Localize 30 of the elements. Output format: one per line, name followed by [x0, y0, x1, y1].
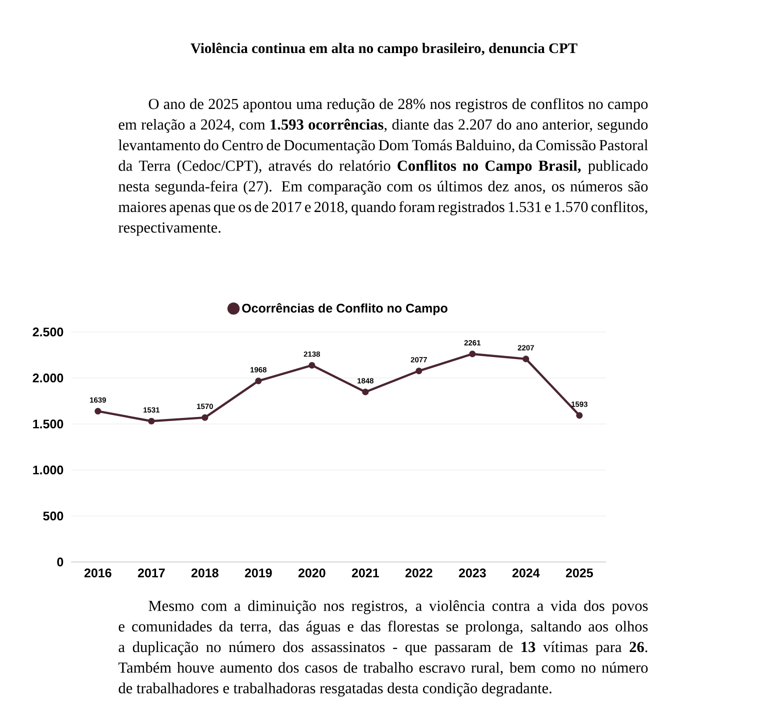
point	[522, 356, 530, 362]
point	[576, 412, 583, 419]
point	[416, 368, 422, 374]
y-tick-label: 500	[43, 512, 64, 520]
x-tick-label: 2020	[298, 568, 326, 578]
point	[469, 350, 476, 358]
y-tick-label: 2.000	[32, 374, 64, 382]
chart-title: Violência continua em alta no campo brasileiro, denuncia CPT	[190, 42, 578, 56]
x-tick-label: 2016	[84, 568, 112, 578]
y-tick-label: 0	[57, 558, 64, 566]
point	[202, 414, 208, 421]
x-tick-label: 2024	[512, 568, 540, 578]
text: O ano de 2025 apontou uma redução de 28% nos registros de conflitos no campo em relação a 2024, com 1.593 ocorrências, diante das 2.207 do ano anterior, segundo levantamento do Centro de Documentação Dom Tomás Balduino, da Comissão Pastoral da Terra (Cedoc/CPT), através do relatório Conflitos no Campo Brasil, publicado nesta segunda-feira (27). Em comparação com os últimos dez anos, os números são maiores apenas que os de 2017 e 2018, quando foram registrados 1.531 e 1.570 conflitos, respectivamente.	[118, 98, 648, 236]
point	[94, 408, 102, 414]
x-tick-label: 2017	[138, 568, 165, 578]
y-tick-label: 1.500	[33, 420, 64, 428]
point	[362, 388, 369, 396]
x-tick-label: 2021	[352, 568, 379, 578]
legend-label: Ocorrências de Conflito no Campo	[242, 303, 448, 316]
y-tick-label: 1.000	[33, 466, 64, 474]
x-tick-label: 2019	[244, 568, 272, 578]
point	[308, 362, 316, 369]
x-tick-label: 2023	[458, 568, 486, 578]
y-tick-label: 2.500	[32, 328, 64, 336]
x-tick-label: 2022	[405, 568, 432, 578]
point	[148, 418, 155, 424]
text: Mesmo com a diminuição nos registros, a violência contra a vida dos povos e comunidades da terra, das águas e das florestas se prolonga, saltando aos olhos a duplicação no número dos assassinatos - que passaram de 13 vítimas para 26. Também houve aumento dos casos de trabalho escravo rural, bem como no número de trabalhadores e trabalhadoras resgatadas desta condição degradante.	[118, 600, 648, 697]
x-tick-label: 2025	[566, 568, 593, 578]
x-tick-label: 2018	[191, 568, 218, 578]
point	[255, 378, 262, 384]
